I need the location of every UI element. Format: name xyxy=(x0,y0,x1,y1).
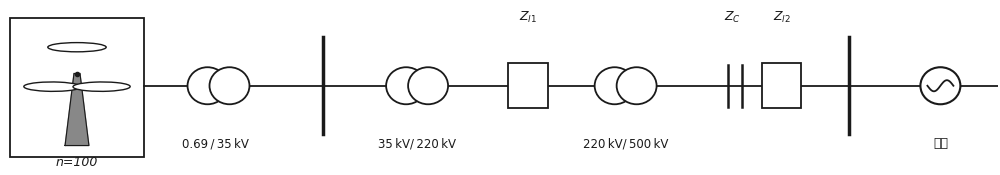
Ellipse shape xyxy=(408,67,448,104)
Ellipse shape xyxy=(595,67,635,104)
Text: n=100: n=100 xyxy=(55,156,98,169)
Ellipse shape xyxy=(188,67,227,104)
Ellipse shape xyxy=(386,67,426,104)
Text: 电网: 电网 xyxy=(933,137,948,150)
Bar xyxy=(10,18,144,157)
Ellipse shape xyxy=(73,82,130,91)
Ellipse shape xyxy=(617,67,657,104)
Bar xyxy=(508,63,548,108)
Text: $Z_{l2}$: $Z_{l2}$ xyxy=(773,9,790,25)
Text: 35 kV/ 220 kV: 35 kV/ 220 kV xyxy=(378,137,456,150)
Ellipse shape xyxy=(24,82,81,91)
Ellipse shape xyxy=(48,43,106,52)
Bar xyxy=(762,63,801,108)
Polygon shape xyxy=(65,74,89,146)
Text: 0.69 / 35 kV: 0.69 / 35 kV xyxy=(182,137,249,150)
Text: $Z_C$: $Z_C$ xyxy=(724,9,741,25)
Text: 220 kV/ 500 kV: 220 kV/ 500 kV xyxy=(583,137,668,150)
Text: $Z_{l1}$: $Z_{l1}$ xyxy=(519,9,537,25)
Ellipse shape xyxy=(210,67,249,104)
Ellipse shape xyxy=(920,67,960,104)
